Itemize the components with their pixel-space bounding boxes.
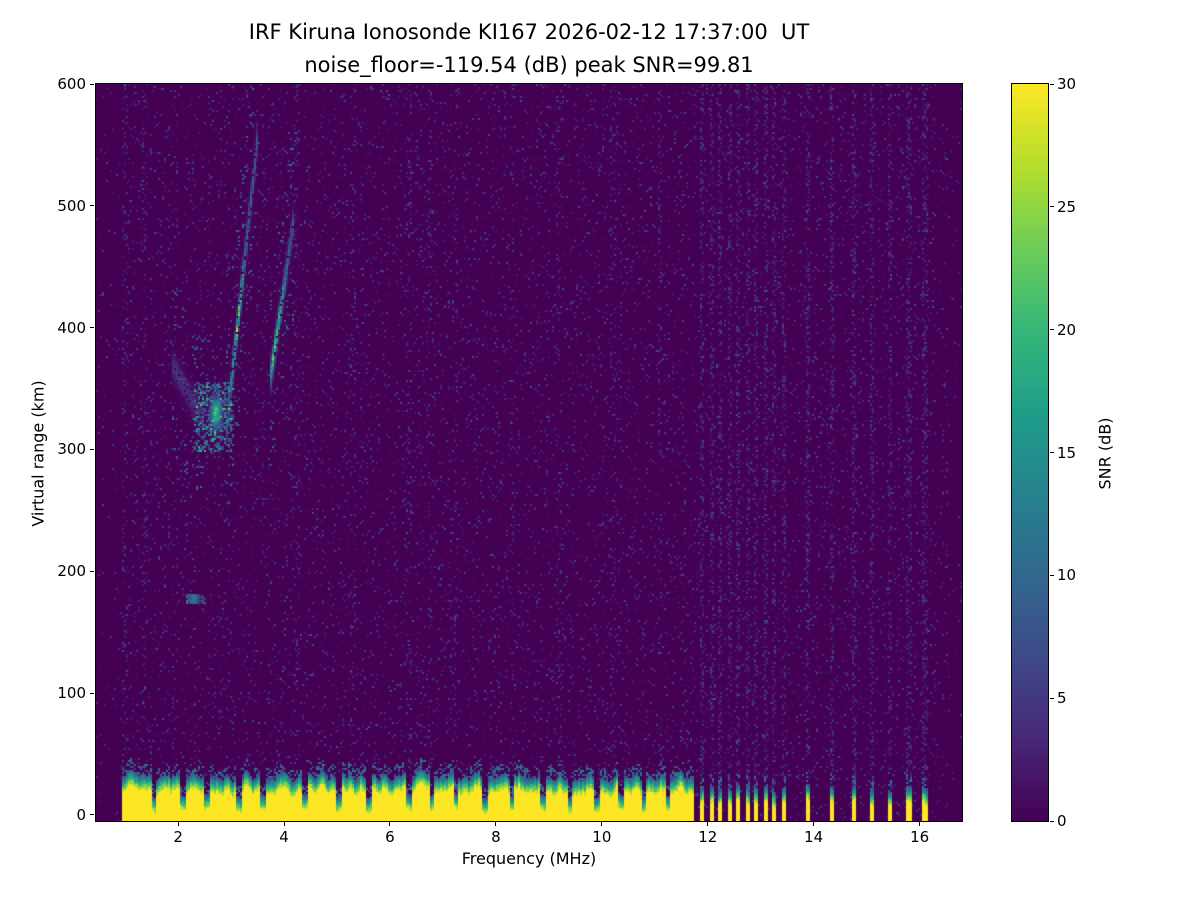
colorbar-gradient [1012, 84, 1048, 821]
y-tick-label: 100 [57, 684, 86, 703]
y-tick-label: 0 [76, 805, 86, 824]
x-tick-mark [813, 822, 815, 826]
x-tick-label: 8 [491, 828, 501, 846]
chart-title: IRF Kiruna Ionosonde KI167 2026-02-12 17… [248, 20, 810, 44]
colorbar-tick-mark [1050, 206, 1054, 208]
x-tick-mark [601, 822, 603, 826]
x-tick-label: 16 [910, 828, 930, 846]
x-axis-label: Frequency (MHz) [461, 849, 597, 868]
x-tick-label: 6 [385, 828, 395, 846]
colorbar-tick-mark [1050, 574, 1054, 576]
colorbar-frame [1011, 83, 1049, 822]
y-tick-mark [90, 448, 94, 450]
y-tick-label: 500 [57, 196, 86, 215]
y-tick-mark [90, 327, 94, 329]
colorbar-tick-label: 25 [1057, 197, 1077, 216]
colorbar-tick-mark [1050, 820, 1054, 822]
x-tick-label: 2 [173, 828, 183, 846]
x-tick-label: 10 [592, 828, 612, 846]
colorbar-tick-label: 5 [1057, 689, 1067, 708]
colorbar-tick-mark [1050, 452, 1054, 453]
colorbar-tick-label: 10 [1057, 566, 1077, 585]
colorbar-tick-label: 0 [1057, 812, 1067, 830]
colorbar-tick-label: 15 [1057, 443, 1077, 462]
ionogram-heatmap [96, 84, 962, 821]
x-tick-mark [389, 822, 391, 826]
colorbar-label: SNR (dB) [1095, 417, 1115, 490]
y-tick-mark [90, 570, 94, 572]
x-tick-mark [495, 822, 497, 826]
plot-frame [95, 83, 963, 822]
chart-subtitle: noise_floor=-119.54 (dB) peak SNR=99.81 [304, 53, 754, 77]
y-tick-mark [90, 205, 94, 207]
y-tick-label: 200 [57, 562, 86, 581]
colorbar-tick-label: 20 [1057, 320, 1077, 339]
colorbar-tick-mark [1050, 83, 1054, 85]
x-tick-mark [707, 822, 709, 826]
y-tick-mark [90, 692, 94, 694]
colorbar-tick-mark [1050, 329, 1054, 331]
x-tick-mark [177, 822, 179, 826]
y-tick-label: 400 [57, 318, 86, 337]
y-tick-mark [90, 83, 94, 85]
y-tick-label: 300 [57, 440, 86, 459]
x-tick-mark [283, 822, 285, 826]
y-tick-label: 600 [57, 75, 86, 93]
colorbar-tick-mark [1050, 697, 1054, 699]
x-tick-label: 14 [804, 828, 824, 846]
x-tick-mark [919, 822, 921, 826]
colorbar-tick-label: 30 [1057, 75, 1077, 93]
x-tick-label: 12 [698, 828, 718, 846]
x-tick-label: 4 [279, 828, 289, 846]
y-tick-mark [90, 814, 94, 816]
